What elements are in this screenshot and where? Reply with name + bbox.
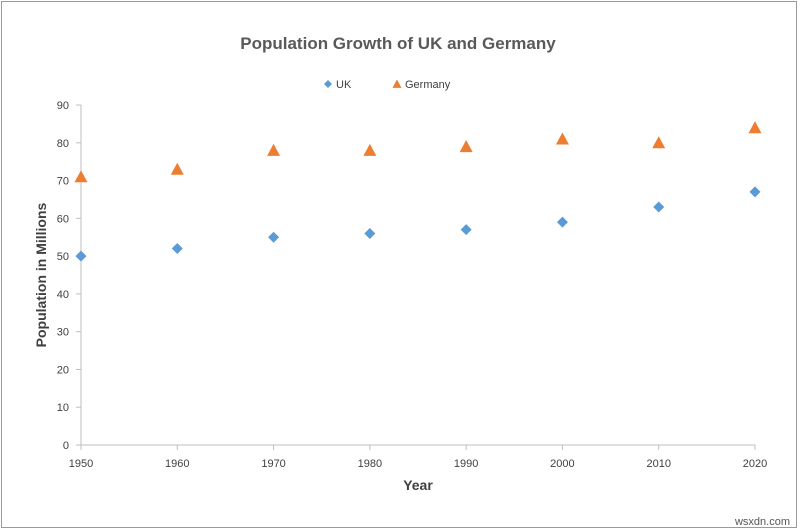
data-point-germany xyxy=(555,132,569,145)
chart-title: Population Growth of UK and Germany xyxy=(240,34,556,53)
data-point-uk xyxy=(75,250,87,262)
watermark-text: wsxdn.com xyxy=(734,516,790,528)
legend-label-germany: Germany xyxy=(405,79,451,91)
data-point-germany xyxy=(652,136,666,149)
legend[interactable]: UK Germany xyxy=(324,79,451,91)
legend-marker-uk xyxy=(324,80,332,88)
x-axis-title: Year xyxy=(403,477,433,493)
data-point-germany xyxy=(170,162,184,175)
y-tick-label: 40 xyxy=(57,289,69,301)
data-point-germany xyxy=(748,121,762,134)
data-point-uk xyxy=(556,216,568,228)
y-tick-label: 20 xyxy=(57,364,69,376)
y-axis-title: Population in Millions xyxy=(33,202,49,347)
data-point-uk xyxy=(460,224,472,236)
y-tick-label: 50 xyxy=(57,251,69,263)
x-tick-label: 2020 xyxy=(743,458,767,470)
data-point-uk xyxy=(268,231,280,243)
x-axis-ticks: 1950 1960 1970 1980 1990 2000 2010 2020 xyxy=(69,445,767,470)
legend-label-uk: UK xyxy=(336,79,352,91)
data-points xyxy=(74,121,762,262)
x-tick-label: 1990 xyxy=(454,458,478,470)
data-point-germany xyxy=(74,170,88,183)
y-tick-label: 70 xyxy=(57,176,69,188)
y-tick-label: 80 xyxy=(57,138,69,150)
x-tick-label: 1960 xyxy=(165,458,189,470)
y-tick-label: 60 xyxy=(57,213,69,225)
y-tick-label: 30 xyxy=(57,327,69,339)
x-tick-label: 1970 xyxy=(261,458,285,470)
legend-marker-germany xyxy=(392,79,402,88)
data-point-germany xyxy=(363,143,377,156)
data-point-germany xyxy=(267,143,281,156)
data-point-uk xyxy=(653,201,665,213)
y-tick-label: 0 xyxy=(63,440,69,452)
axes xyxy=(80,105,755,446)
x-tick-label: 1950 xyxy=(69,458,93,470)
y-axis-ticks: 0 10 20 30 40 50 60 70 80 90 xyxy=(57,100,81,452)
data-point-uk xyxy=(171,243,183,255)
x-tick-label: 1980 xyxy=(358,458,382,470)
data-point-uk xyxy=(749,186,761,198)
y-tick-label: 90 xyxy=(57,100,69,112)
data-point-germany xyxy=(459,140,473,153)
data-point-uk xyxy=(364,227,376,239)
y-tick-label: 10 xyxy=(57,402,69,414)
x-tick-label: 2000 xyxy=(550,458,574,470)
x-tick-label: 2010 xyxy=(646,458,670,470)
